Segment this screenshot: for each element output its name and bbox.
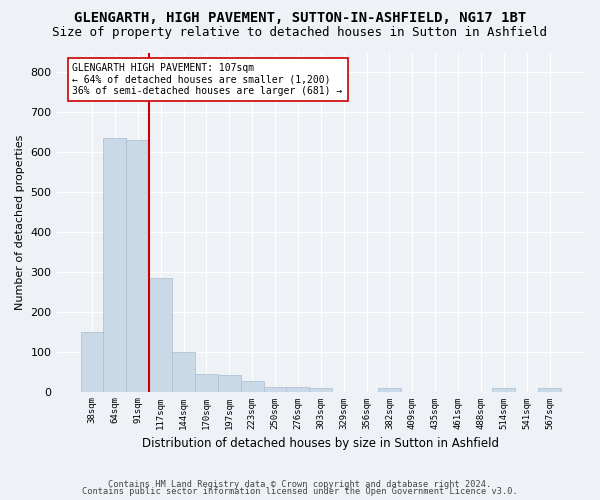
Bar — [218, 375, 241, 392]
Bar — [127, 140, 149, 392]
Bar — [172, 352, 195, 392]
Text: GLENGARTH HIGH PAVEMENT: 107sqm
← 64% of detached houses are smaller (1,200)
36%: GLENGARTH HIGH PAVEMENT: 107sqm ← 64% of… — [73, 62, 343, 96]
Bar — [195, 374, 218, 392]
Text: Size of property relative to detached houses in Sutton in Ashfield: Size of property relative to detached ho… — [53, 26, 548, 39]
Bar — [241, 381, 263, 392]
Bar — [538, 388, 561, 392]
Bar — [310, 388, 332, 392]
Y-axis label: Number of detached properties: Number of detached properties — [15, 134, 25, 310]
Text: GLENGARTH, HIGH PAVEMENT, SUTTON-IN-ASHFIELD, NG17 1BT: GLENGARTH, HIGH PAVEMENT, SUTTON-IN-ASHF… — [74, 12, 526, 26]
X-axis label: Distribution of detached houses by size in Sutton in Ashfield: Distribution of detached houses by size … — [142, 437, 499, 450]
Bar — [493, 388, 515, 392]
Text: Contains public sector information licensed under the Open Government Licence v3: Contains public sector information licen… — [82, 487, 518, 496]
Bar — [149, 278, 172, 392]
Text: Contains HM Land Registry data © Crown copyright and database right 2024.: Contains HM Land Registry data © Crown c… — [109, 480, 491, 489]
Bar — [286, 387, 310, 392]
Bar — [263, 387, 286, 392]
Bar — [378, 388, 401, 392]
Bar — [103, 138, 127, 392]
Bar — [80, 332, 103, 392]
